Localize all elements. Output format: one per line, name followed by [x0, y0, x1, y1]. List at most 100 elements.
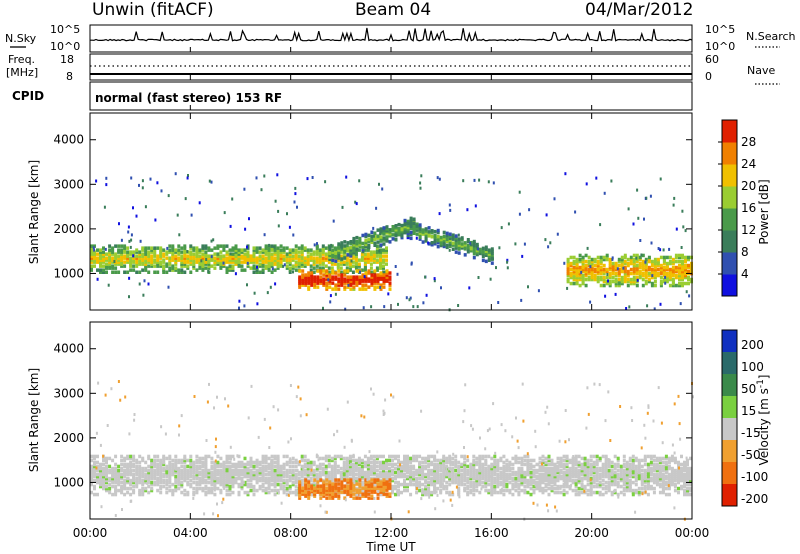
- velocity-cell: [397, 482, 400, 487]
- velocity-cell: [529, 466, 533, 471]
- power-cell: [307, 273, 311, 277]
- power-cell: [623, 253, 627, 258]
- power-cell: [671, 269, 675, 274]
- velocity-cell: [472, 474, 476, 479]
- velocity-cell: [640, 486, 644, 491]
- velocity-cell: [105, 486, 108, 491]
- velocity-cell: [372, 482, 376, 487]
- velocity-cell: [604, 462, 608, 467]
- power-cell: [246, 245, 248, 249]
- velocity-cell: [231, 472, 235, 477]
- power-cell: [331, 275, 335, 279]
- velocity-cell: [123, 456, 127, 461]
- power-cell: [234, 250, 238, 254]
- velocity-cell: [307, 490, 311, 494]
- power-cell: [622, 266, 625, 270]
- velocity-cell: [322, 494, 326, 498]
- velocity-cell: [225, 468, 229, 473]
- velocity-cell: [234, 478, 238, 483]
- power-cell: [638, 273, 642, 278]
- power-cell: [626, 271, 630, 276]
- power-cell: [614, 273, 618, 278]
- velocity-cell: [511, 472, 515, 477]
- velocity-cell: [159, 468, 163, 473]
- velocity-cell: [267, 472, 271, 477]
- velocity-cell: [406, 466, 409, 471]
- velocity-cell: [556, 484, 560, 489]
- power-cell: [312, 258, 316, 262]
- velocity-cell: [273, 488, 277, 493]
- velocity-cell: [388, 458, 391, 463]
- velocity-cell: [186, 490, 190, 495]
- velocity-cell: [249, 474, 253, 479]
- power-cell: [665, 261, 669, 266]
- velocity-cell: [577, 476, 581, 481]
- velocity-cell: [631, 464, 635, 469]
- power-cell: [297, 262, 301, 266]
- power-cell: [102, 258, 105, 262]
- velocity-cell: [120, 476, 124, 481]
- velocity-cell: [472, 454, 476, 459]
- velocity-cell: [430, 468, 434, 473]
- power-cell: [361, 273, 365, 277]
- velocity-cell: [502, 476, 506, 481]
- power-cell: [650, 263, 654, 268]
- velocity-cell: [586, 478, 590, 483]
- power-cell: [222, 256, 226, 260]
- velocity-cell: [225, 474, 229, 479]
- velocity-cell: [171, 458, 175, 463]
- velocity-cell: [288, 486, 292, 491]
- velocity-cell: [400, 482, 403, 487]
- velocity-cell: [490, 490, 494, 495]
- velocity-cell: [379, 460, 382, 465]
- velocity-cell: [619, 474, 623, 479]
- velocity-cell: [306, 472, 310, 477]
- power-cell: [352, 245, 356, 249]
- power-cell: [345, 256, 349, 260]
- power-cell: [343, 285, 347, 289]
- velocity-cell: [514, 478, 518, 483]
- power-cell: [472, 255, 476, 260]
- power-cell: [95, 179, 98, 183]
- power-cell: [117, 256, 121, 260]
- power-cell: [276, 260, 280, 264]
- velocity-cell: [541, 468, 545, 473]
- velocity-cell: [490, 462, 494, 467]
- velocity-cell: [114, 466, 118, 471]
- velocity-cell: [619, 490, 623, 495]
- velocity-cell: [574, 458, 578, 463]
- power-ytick-label: 1000: [53, 266, 84, 280]
- velocity-cell: [261, 458, 265, 463]
- velocity-cell: [686, 490, 689, 495]
- velocity-cell: [300, 456, 304, 461]
- velocity-cell: [394, 484, 397, 489]
- velocity-cell: [502, 468, 506, 473]
- power-cell: [367, 233, 371, 238]
- power-cell: [385, 239, 389, 243]
- power-cell: [307, 271, 311, 275]
- power-cell: [237, 262, 241, 266]
- velocity-cell: [279, 468, 283, 473]
- velocity-cell: [677, 468, 680, 473]
- power-cell: [385, 235, 389, 239]
- velocity-cell: [348, 470, 352, 475]
- velocity-cell: [496, 472, 500, 477]
- power-cell: [162, 252, 166, 256]
- power-cell: [343, 256, 347, 260]
- power-cell: [132, 252, 136, 256]
- power-cell: [349, 242, 353, 246]
- power-cell: [174, 266, 178, 270]
- velocity-cell: [469, 482, 473, 487]
- power-cell: [418, 225, 422, 229]
- velocity-cell: [490, 468, 494, 473]
- velocity-cell: [324, 454, 328, 459]
- velocity-cell: [634, 464, 638, 469]
- power-cell: [662, 269, 666, 274]
- power-cell: [204, 244, 208, 248]
- power-cell: [363, 252, 367, 256]
- velocity-cell: [306, 468, 310, 473]
- velocity-cell: [370, 490, 374, 494]
- velocity-cell: [147, 464, 151, 469]
- velocity-cell: [204, 472, 208, 477]
- power-cell: [406, 229, 410, 234]
